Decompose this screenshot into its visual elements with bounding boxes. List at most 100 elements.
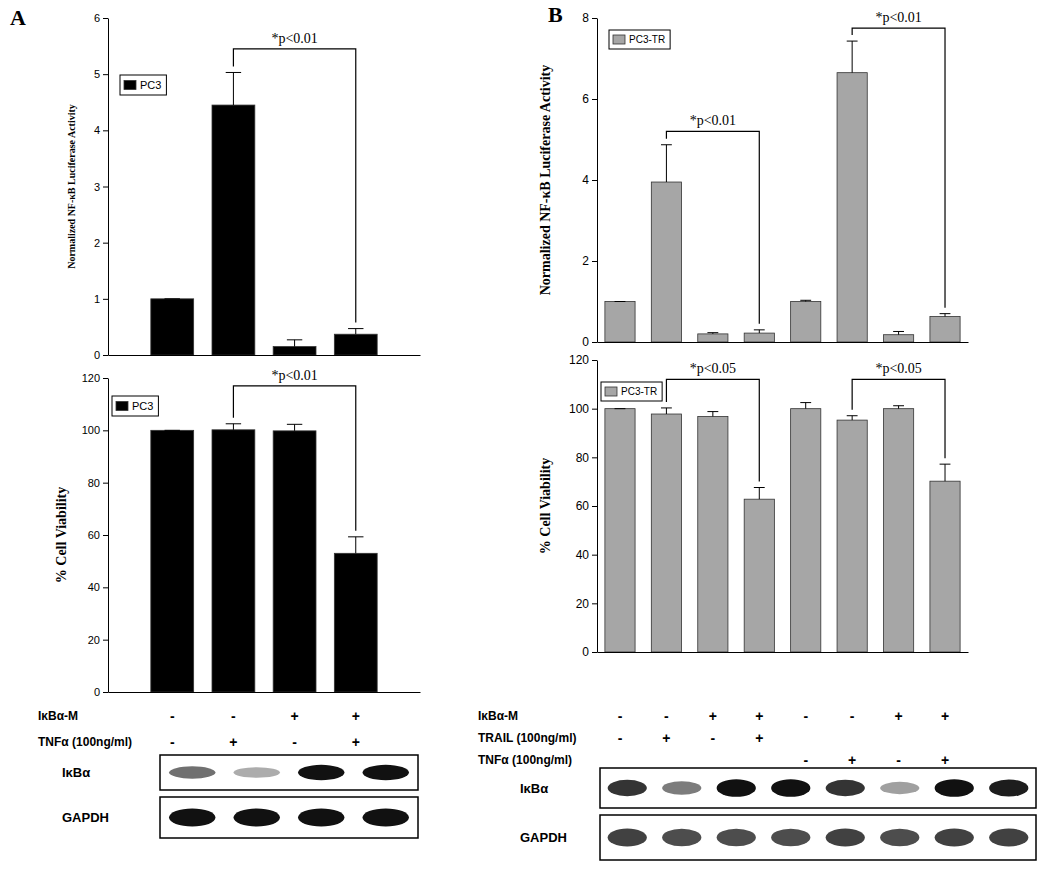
treatment-sign: - — [803, 708, 808, 724]
y-tick-label: 100 — [82, 424, 100, 436]
plot-marks — [151, 424, 377, 692]
bar — [883, 335, 913, 342]
y-axis-line — [108, 19, 109, 356]
blot-band — [234, 767, 280, 777]
error-bar — [615, 301, 626, 302]
plot-marks — [151, 72, 377, 355]
bar — [212, 105, 255, 355]
error-bar-cap — [800, 300, 811, 301]
y-tick: 100 — [569, 402, 597, 416]
y-tick: 0 — [94, 686, 108, 698]
treatment-label: TRAIL (100ng/ml) — [478, 731, 576, 745]
treatment-sign: + — [709, 708, 717, 724]
legend: PC3-TR — [601, 382, 662, 401]
blot-band — [234, 808, 280, 826]
y-tick: 4 — [94, 124, 108, 136]
significance-label: *p<0.05 — [690, 361, 736, 376]
bar — [605, 302, 635, 343]
y-tick: 120 — [82, 372, 108, 384]
chart-panel: 02468Normalized NF-κB Luciferase Activit… — [538, 2, 969, 349]
y-tick: 0 — [582, 645, 597, 659]
legend-swatch — [605, 387, 617, 396]
significance-label: *p<0.01 — [271, 368, 317, 383]
y-tick-label: 4 — [94, 124, 100, 136]
x-axis — [598, 652, 969, 654]
significance-label: *p<0.01 — [875, 10, 921, 25]
blot — [160, 755, 418, 790]
error-bar-stem — [712, 412, 713, 417]
y-tick-label: 100 — [569, 402, 589, 416]
y-tick: 100 — [82, 424, 108, 436]
y-tick-label: 80 — [576, 451, 590, 465]
y-tick-mark — [103, 378, 108, 379]
y-tick-mark — [592, 603, 597, 604]
y-tick-label: 0 — [582, 335, 589, 349]
error-bar-stem — [233, 72, 234, 105]
y-tick: 8 — [582, 11, 597, 25]
y-tick-label: 40 — [88, 581, 100, 593]
y-axis-line — [108, 379, 109, 693]
treatment-sign: + — [352, 734, 360, 750]
treatment-sign: - — [850, 708, 855, 724]
error-bar — [287, 340, 302, 347]
blot — [600, 768, 1036, 808]
error-bar-cap — [226, 72, 241, 73]
significance-bracket — [666, 379, 759, 481]
error-bar-stem — [759, 488, 760, 500]
significance-bracket — [852, 28, 945, 308]
y-tick-label: 0 — [94, 349, 100, 361]
error-bar-cap — [165, 298, 180, 299]
y-tick: 60 — [88, 529, 108, 541]
y-tick-mark — [103, 355, 108, 356]
bar — [605, 409, 635, 652]
blot-band — [771, 779, 810, 797]
error-bar — [893, 406, 904, 409]
treatment-sign: + — [941, 708, 949, 724]
error-bar-cap — [287, 339, 302, 340]
y-tick-mark — [103, 483, 108, 484]
blot-band — [771, 829, 810, 846]
y-tick-mark — [103, 430, 108, 431]
treatment-label: TNFα (100ng/ml) — [478, 753, 572, 767]
bar — [744, 333, 774, 342]
error-bar — [226, 72, 241, 105]
y-tick-mark — [103, 74, 108, 75]
y-tick-label: 6 — [94, 12, 100, 24]
treatment-sign: + — [755, 708, 763, 724]
error-bar — [800, 403, 811, 409]
y-tick-mark — [592, 342, 597, 343]
treatment-sign: + — [229, 734, 237, 750]
blot-frame — [600, 768, 1036, 808]
y-tick-label: 120 — [569, 353, 589, 367]
blot-label: GAPDH — [520, 830, 567, 845]
blot-band — [935, 829, 974, 847]
blot-band — [608, 829, 647, 847]
y-tick-mark — [592, 18, 597, 19]
legend-label: PC3 — [132, 400, 153, 412]
bar — [744, 499, 774, 652]
x-axis-line — [109, 692, 421, 693]
error-bar-stem — [666, 145, 667, 182]
treatment-sign: + — [848, 752, 856, 768]
y-tick-mark — [592, 506, 597, 507]
y-tick-mark — [592, 99, 597, 100]
plot-marks — [605, 41, 960, 342]
y-tick-label: 20 — [576, 597, 590, 611]
y-tick-mark — [592, 180, 597, 181]
error-bar-stem — [294, 424, 295, 431]
x-axis-line — [598, 342, 969, 343]
y-axis-line — [597, 19, 598, 343]
bar — [212, 430, 255, 692]
error-bar-stem — [355, 537, 356, 553]
y-tick-label: 2 — [94, 237, 100, 249]
blot-band — [298, 765, 344, 780]
chart-panel: 020406080100120% Cell ViabilityPC3-TR*p<… — [478, 353, 1036, 860]
y-axis: 020406080100120 — [82, 372, 109, 698]
blot-frame — [160, 797, 418, 838]
bar — [151, 430, 194, 692]
y-tick: 80 — [88, 477, 108, 489]
y-tick: 2 — [582, 254, 597, 268]
blot-frame — [160, 755, 418, 790]
y-axis-title: Normalized NF-κB Luciferase Activity — [538, 65, 553, 296]
bar — [930, 316, 960, 342]
